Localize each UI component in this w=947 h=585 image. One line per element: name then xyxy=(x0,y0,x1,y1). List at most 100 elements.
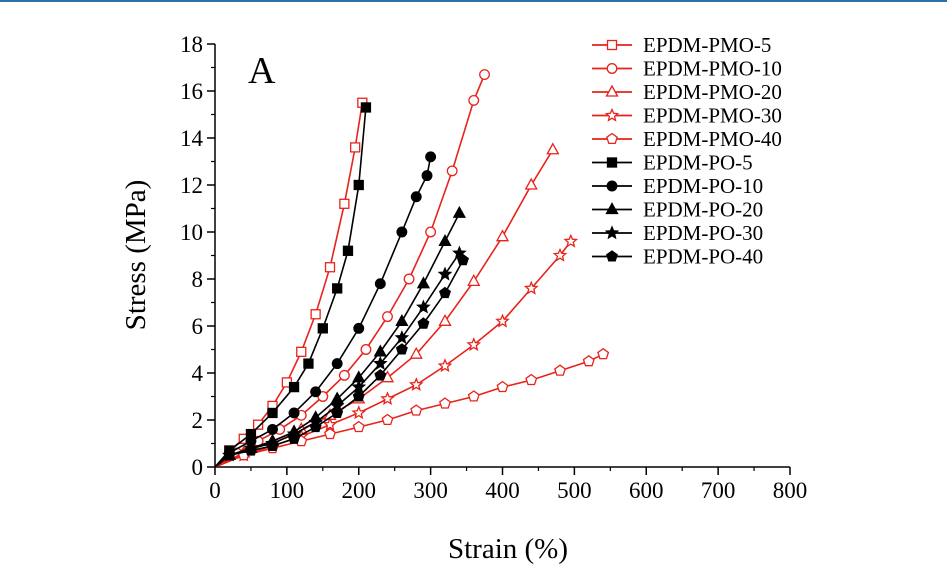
data-point xyxy=(324,262,336,273)
legend-item: EPDM-PO-5 xyxy=(592,151,753,175)
data-point xyxy=(466,337,482,352)
data-point xyxy=(353,179,364,191)
data-point xyxy=(552,247,568,262)
series-group xyxy=(214,69,610,468)
data-point xyxy=(352,420,365,433)
data-point xyxy=(360,344,372,355)
data-point xyxy=(360,102,372,113)
legend: EPDM-PMO-5EPDM-PMO-10EPDM-PMO-20EPDM-PMO… xyxy=(592,33,782,269)
data-point xyxy=(394,330,410,345)
x-tick-label: 600 xyxy=(629,478,664,503)
data-point xyxy=(288,407,300,419)
y-tick-label: 4 xyxy=(192,361,204,386)
data-point xyxy=(331,406,344,419)
data-point xyxy=(437,358,453,373)
legend-marker xyxy=(605,202,619,215)
data-point xyxy=(331,358,343,370)
data-point xyxy=(525,373,538,386)
data-point xyxy=(288,381,300,393)
legend-marker xyxy=(606,39,618,51)
data-point xyxy=(416,299,431,314)
data-point xyxy=(374,369,387,381)
x-tick-label: 500 xyxy=(557,478,592,503)
data-point xyxy=(403,273,415,285)
legend-label: EPDM-PMO-5 xyxy=(643,33,771,57)
data-point xyxy=(372,355,388,370)
series-line xyxy=(214,212,461,468)
series-line xyxy=(214,156,432,468)
legend-label: EPDM-PMO-30 xyxy=(643,104,782,128)
data-point xyxy=(332,283,343,294)
y-tick-label: 12 xyxy=(180,173,203,198)
legend-label: EPDM-PMO-40 xyxy=(643,127,782,151)
legend-item: EPDM-PMO-5 xyxy=(592,33,771,57)
x-tick-label: 0 xyxy=(209,478,221,503)
series-epdm-po-5 xyxy=(214,102,372,468)
data-point xyxy=(380,391,395,406)
series-epdm-po-40 xyxy=(214,253,469,468)
legend-item: EPDM-PMO-40 xyxy=(592,127,782,151)
legend-marker xyxy=(606,132,618,145)
y-tick-label: 16 xyxy=(180,79,203,104)
data-point xyxy=(597,347,610,360)
data-point xyxy=(395,313,409,326)
data-point xyxy=(352,390,365,402)
data-point xyxy=(452,245,467,260)
legend-item: EPDM-PMO-10 xyxy=(592,57,782,81)
x-tick-label: 700 xyxy=(701,478,736,503)
data-point xyxy=(381,413,394,426)
data-point xyxy=(425,151,437,163)
legend-label: EPDM-PMO-20 xyxy=(643,80,782,104)
data-point xyxy=(416,276,431,289)
legend-item: EPDM-PO-40 xyxy=(592,245,763,269)
data-point xyxy=(310,386,322,398)
data-point xyxy=(495,229,510,242)
x-tick-label: 300 xyxy=(413,478,448,503)
data-point xyxy=(554,364,566,376)
data-point xyxy=(266,439,279,451)
legend-marker xyxy=(606,63,618,74)
legend-marker xyxy=(606,157,618,168)
data-point xyxy=(582,354,595,367)
data-point xyxy=(351,405,367,420)
legend-item: EPDM-PO-30 xyxy=(592,221,763,245)
data-point xyxy=(495,313,510,328)
legend-item: EPDM-PO-20 xyxy=(592,198,763,222)
panel-label: A xyxy=(248,50,276,92)
legend-label: EPDM-PO-20 xyxy=(643,198,763,222)
data-point xyxy=(563,233,579,248)
data-point xyxy=(523,280,539,295)
y-axis-label: Stress (MPa) xyxy=(120,180,152,331)
y-tick-label: 18 xyxy=(180,32,203,57)
data-point xyxy=(417,317,430,329)
data-point xyxy=(373,344,387,357)
legend-item: EPDM-PMO-20 xyxy=(592,80,782,104)
data-point xyxy=(410,404,423,416)
legend-marker xyxy=(606,180,618,192)
data-point xyxy=(303,358,314,369)
data-point xyxy=(310,309,321,320)
data-point xyxy=(479,69,490,81)
x-tick-label: 400 xyxy=(485,478,520,503)
data-point xyxy=(395,343,408,355)
data-point xyxy=(252,419,264,430)
data-point xyxy=(296,346,307,358)
data-point xyxy=(437,266,453,281)
data-point xyxy=(353,322,365,334)
data-point xyxy=(439,397,451,409)
data-point xyxy=(425,226,437,238)
data-point xyxy=(421,170,433,182)
data-point xyxy=(350,142,361,153)
data-point xyxy=(467,274,481,287)
legend-item: EPDM-PMO-30 xyxy=(592,104,782,128)
data-point xyxy=(438,234,452,247)
series-line xyxy=(214,240,572,468)
data-point xyxy=(309,420,322,433)
legend-label: EPDM-PO-5 xyxy=(643,151,753,175)
top-border-line xyxy=(0,0,947,2)
data-point xyxy=(322,417,338,431)
data-point xyxy=(339,198,350,209)
data-point xyxy=(467,390,480,402)
y-tick-label: 14 xyxy=(180,126,204,151)
